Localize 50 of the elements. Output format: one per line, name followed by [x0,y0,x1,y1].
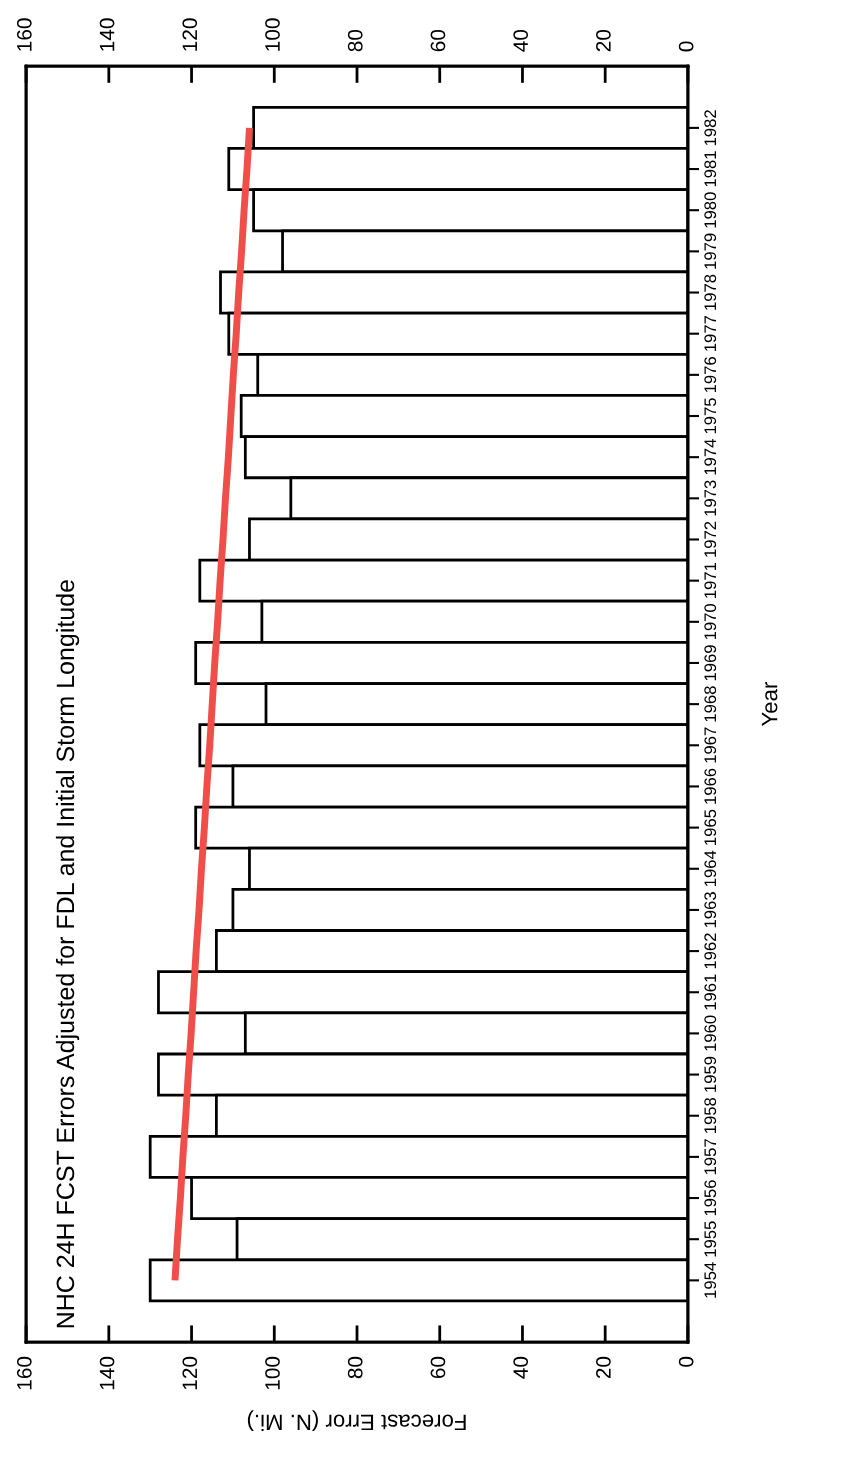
y-tick-label: 1980 [704,192,717,228]
y-tick-label: 1977 [704,315,717,351]
y-tick-label: 1954 [704,1262,717,1298]
x2-tick-label: 80 [347,1356,363,1379]
x-tick-label: 60 [430,29,446,52]
x-tick-label: 80 [347,29,363,52]
x-tick-label: 140 [99,18,115,51]
y-tick-label: 1958 [704,1097,717,1133]
y-tick-label: 1976 [704,357,717,393]
y-tick-label: 1966 [704,768,717,804]
y-tick-label: 1975 [704,398,717,434]
y-tick-label: 1963 [704,892,717,928]
x2-tick-label: 160 [16,1356,32,1390]
y-tick-label: 1967 [704,727,717,763]
x2-tick-label: 0 [678,1356,694,1367]
y-tick-label: 1973 [704,480,717,516]
y-tick-label: 1978 [704,274,717,310]
y-axis-title: Year [761,682,778,727]
y-tick-label: 1974 [704,439,717,475]
x2-tick-label: 40 [513,1356,529,1379]
x2-tick-label: 100 [265,1356,280,1390]
y-tick-label: 1959 [704,1056,717,1092]
x2-tick-label: 120 [182,1356,198,1390]
y-tick-label: 1965 [704,809,717,845]
y-tick-label: 1981 [704,151,717,187]
y-tick-label: 1955 [704,1221,717,1257]
x-tick-label: 0 [678,41,694,52]
y-tick-label: 1972 [704,521,717,557]
y-tick-label: 1969 [704,645,717,681]
x-tick-label: 20 [596,29,611,52]
y-tick-label: 1957 [704,1139,717,1175]
y-tick-label: 1960 [704,1015,717,1051]
x2-tick-label: 60 [430,1356,446,1379]
x-tick-label: 100 [265,18,280,51]
y-tick-label: 1962 [704,933,717,969]
y-tick-label: 1956 [704,1180,717,1216]
y-tick-label: 1961 [704,974,717,1010]
x2-tick-label: 140 [99,1356,115,1390]
x-axis-title: Forecast Error (N. Mi.) [247,1410,466,1431]
x-tick-label: 160 [16,18,32,51]
x2-tick-label: 20 [596,1356,611,1379]
x-tick-label: 40 [513,29,529,52]
y-tick-label: 1982 [704,110,717,146]
y-tick-label: 1970 [704,603,717,640]
y-tick-label: 1979 [704,233,717,269]
y-tick-label: 1968 [704,686,717,722]
x-tick-label: 120 [182,18,198,51]
y-tick-label: 1964 [704,850,717,887]
text: NHC 24H FCST Errors Adjusted for FDL and Initial Storm Longitude [55,580,80,1328]
y-tick-label: 1971 [704,562,717,598]
